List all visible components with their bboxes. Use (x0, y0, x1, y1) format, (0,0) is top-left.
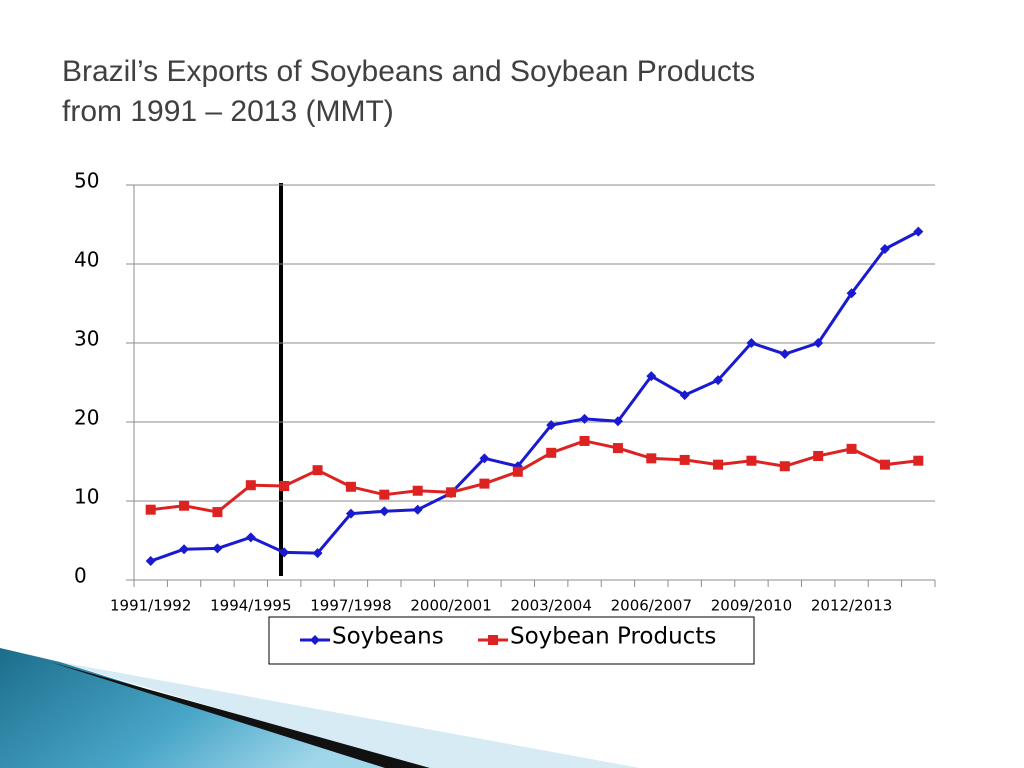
title-line: from 1991 – 2013 (MMT) (62, 95, 394, 128)
marker (512, 466, 523, 477)
marker (145, 504, 156, 515)
y-tick-label: 0 (74, 564, 87, 588)
marker (879, 243, 890, 254)
y-tick-label: 30 (74, 327, 99, 351)
marker (713, 459, 724, 470)
legend-label: Soybeans (332, 624, 444, 650)
marker (579, 435, 590, 446)
legend-marker (310, 635, 320, 645)
marker (312, 465, 323, 476)
marker (546, 447, 557, 458)
marker (746, 338, 757, 348)
marker (179, 544, 190, 555)
x-tick-label: 1994/1995 (210, 597, 291, 615)
marker (479, 478, 490, 489)
marker (679, 454, 690, 465)
marker (279, 480, 290, 491)
marker (913, 226, 924, 237)
marker (813, 450, 824, 461)
title-line: Brazil’s Exports of Soybeans and Soybean… (62, 55, 756, 88)
decoration (60, 662, 640, 768)
x-tick-label: 2000/2001 (410, 597, 491, 615)
marker (779, 461, 790, 472)
legend (268, 616, 755, 665)
legend-item: Soybeans (300, 624, 444, 650)
marker (412, 504, 423, 515)
series-line (150, 439, 919, 514)
y-tick-label: 20 (74, 406, 99, 430)
marker (345, 481, 356, 492)
y-tick-label: 40 (74, 248, 99, 272)
marker (279, 547, 290, 558)
x-tick-label: 2009/2010 (711, 597, 792, 615)
marker (813, 338, 824, 348)
series-line (150, 230, 920, 563)
marker (879, 459, 890, 470)
marker (646, 371, 657, 382)
legend-marker (488, 635, 498, 645)
legend-label: Soybean Products (510, 624, 716, 650)
marker (379, 506, 390, 517)
marker (245, 480, 256, 491)
marker (713, 375, 724, 386)
marker (312, 548, 323, 559)
y-tick-label: 10 (74, 485, 99, 509)
decoration (50, 662, 430, 768)
marker (612, 416, 623, 427)
x-tick-label: 2012/2013 (811, 597, 892, 615)
marker (345, 508, 356, 519)
marker (846, 288, 857, 299)
chart-title: Brazil’s Exports of Soybeans and Soybean… (62, 52, 962, 132)
x-tick-label: 2003/2004 (510, 597, 591, 615)
marker (212, 507, 223, 518)
marker (579, 413, 590, 424)
x-tick-label: 1991/1992 (110, 597, 191, 615)
marker (546, 420, 557, 431)
marker (913, 455, 924, 466)
y-tick-label: 50 (74, 169, 99, 193)
marker (245, 532, 256, 543)
marker (145, 556, 156, 567)
marker (646, 453, 657, 464)
marker (179, 500, 190, 511)
marker (746, 455, 757, 466)
marker (612, 443, 623, 454)
marker (679, 390, 690, 401)
marker (846, 443, 857, 454)
marker (212, 543, 223, 554)
legend-item: Soybean Products (478, 624, 716, 650)
marker (412, 485, 423, 496)
x-tick-label: 1997/1998 (310, 597, 391, 615)
marker (479, 453, 490, 464)
x-tick-label: 2006/2007 (611, 597, 692, 615)
marker (446, 487, 457, 498)
marker (779, 349, 790, 360)
marker (379, 489, 390, 500)
